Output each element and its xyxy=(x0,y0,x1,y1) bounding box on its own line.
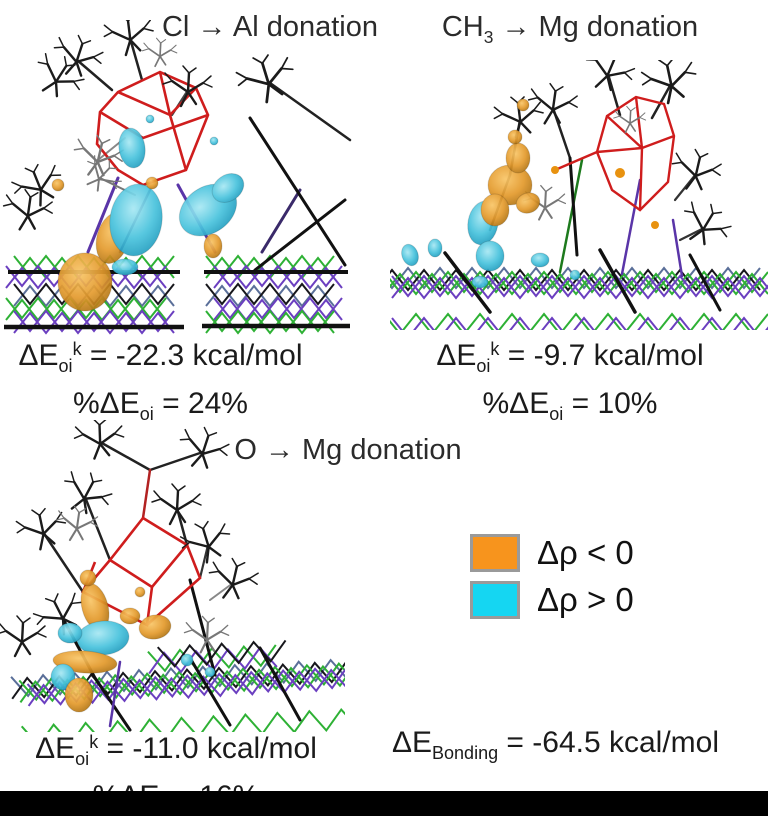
density-isosurfaces xyxy=(401,98,581,289)
negative-density-swatch xyxy=(470,534,520,572)
footer-bar xyxy=(0,791,768,816)
pct-line: %ΔEoi = 10% xyxy=(482,386,658,424)
panel-title-ch3-mg: CH3 → Mg donation xyxy=(441,11,699,47)
density-isosurfaces xyxy=(51,114,245,312)
eoi-line: ΔEoik = -22.3 kcal/mol xyxy=(18,338,303,376)
legend-label-positive: Δρ > 0 xyxy=(537,581,634,618)
panel-title-cl-al: Cl → Al donation xyxy=(161,11,378,43)
red-oxide-cage xyxy=(554,95,676,212)
pct-line: %ΔEoi = 24% xyxy=(73,386,248,424)
stats-cl-al: ΔEoik = -22.3 kcal/mol %ΔEoi = 24% xyxy=(8,331,313,433)
bonding-energy: ΔEBonding = -64.5 kcal/mol xyxy=(391,726,720,763)
molecule-render-o-mg xyxy=(0,420,345,732)
molecule-render-cl-al xyxy=(0,20,352,334)
legend-row-positive: Δρ > 0 xyxy=(470,581,634,619)
panel-title-o-mg: O → Mg donation xyxy=(234,434,462,466)
eoi-line: ΔEoik = -9.7 kcal/mol xyxy=(436,338,704,376)
legend-row-negative: Δρ < 0 xyxy=(470,534,634,572)
red-oxide-cage xyxy=(95,70,210,187)
positive-density-swatch xyxy=(470,581,520,619)
molecule-render-ch3-mg xyxy=(390,60,768,330)
legend-label-negative: Δρ < 0 xyxy=(537,534,634,571)
eoi-line: ΔEoik = -11.0 kcal/mol xyxy=(35,731,317,769)
density-isosurfaces xyxy=(50,569,216,713)
stats-ch3-mg: ΔEoik = -9.7 kcal/mol %ΔEoi = 10% xyxy=(420,331,720,433)
